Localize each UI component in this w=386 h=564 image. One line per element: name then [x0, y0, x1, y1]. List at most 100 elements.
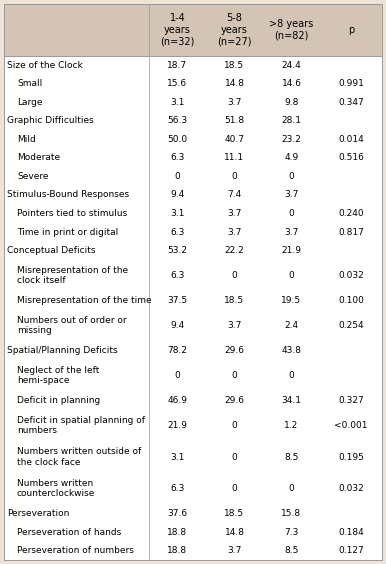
Text: Size of the Clock: Size of the Clock	[7, 61, 83, 70]
Text: Perseveration of hands: Perseveration of hands	[17, 528, 121, 537]
Bar	[4, 410, 382, 442]
Text: 14.8: 14.8	[225, 80, 244, 89]
Text: 0: 0	[289, 484, 295, 493]
Bar	[4, 523, 382, 541]
Text: 0: 0	[232, 271, 237, 280]
Text: 15.6: 15.6	[168, 80, 188, 89]
Text: 46.9: 46.9	[168, 396, 188, 405]
Text: Misrepresentation of the
clock itself: Misrepresentation of the clock itself	[17, 266, 128, 285]
Text: 0.254: 0.254	[338, 321, 364, 330]
Bar	[4, 167, 382, 186]
Text: 37.6: 37.6	[168, 509, 188, 518]
Text: 14.6: 14.6	[281, 80, 301, 89]
Text: 9.4: 9.4	[170, 321, 185, 330]
Text: 0: 0	[232, 453, 237, 462]
Text: Pointers tied to stimulus: Pointers tied to stimulus	[17, 209, 127, 218]
Text: Deficit in spatial planning of
numbers: Deficit in spatial planning of numbers	[17, 416, 145, 435]
Text: 3.7: 3.7	[284, 191, 299, 200]
Bar	[4, 186, 382, 204]
Text: 0.100: 0.100	[338, 296, 364, 305]
Text: 14.8: 14.8	[225, 528, 244, 537]
Text: 29.6: 29.6	[225, 396, 244, 405]
Text: 2.4: 2.4	[284, 321, 298, 330]
Text: 19.5: 19.5	[281, 296, 301, 305]
Text: 0.184: 0.184	[338, 528, 364, 537]
Text: 3.7: 3.7	[284, 227, 299, 236]
Bar	[4, 360, 382, 391]
Text: 0: 0	[232, 484, 237, 493]
Text: Perseveration of numbers: Perseveration of numbers	[17, 547, 134, 555]
Text: Conceptual Deficits: Conceptual Deficits	[7, 246, 95, 255]
Text: 6.3: 6.3	[170, 484, 185, 493]
Bar	[4, 204, 382, 223]
Text: 0.327: 0.327	[338, 396, 364, 405]
Bar	[4, 4, 382, 56]
Text: 3.7: 3.7	[227, 321, 242, 330]
Text: 18.5: 18.5	[224, 509, 245, 518]
Bar	[4, 223, 382, 241]
Text: 40.7: 40.7	[225, 135, 244, 144]
Text: 21.9: 21.9	[168, 421, 188, 430]
Text: 0: 0	[232, 172, 237, 181]
Text: 28.1: 28.1	[281, 116, 301, 125]
Text: 6.3: 6.3	[170, 271, 185, 280]
Text: 29.6: 29.6	[225, 346, 244, 355]
Text: >8 years
(n=82): >8 years (n=82)	[269, 19, 313, 41]
Bar	[4, 504, 382, 523]
Text: Misrepresentation of the time: Misrepresentation of the time	[17, 296, 152, 305]
Text: 18.8: 18.8	[168, 528, 188, 537]
Bar	[4, 442, 382, 473]
Text: Numbers out of order or
missing: Numbers out of order or missing	[17, 316, 127, 336]
Bar	[4, 74, 382, 93]
Text: 43.8: 43.8	[281, 346, 301, 355]
Text: Time in print or digital: Time in print or digital	[17, 227, 118, 236]
Text: 0.817: 0.817	[338, 227, 364, 236]
Text: Stimulus-Bound Responses: Stimulus-Bound Responses	[7, 191, 129, 200]
Text: 3.1: 3.1	[170, 453, 185, 462]
Text: Mild: Mild	[17, 135, 36, 144]
Text: 3.7: 3.7	[227, 98, 242, 107]
Text: 0: 0	[232, 421, 237, 430]
Text: Numbers written outside of
the clock face: Numbers written outside of the clock fac…	[17, 447, 141, 467]
Text: 0.991: 0.991	[338, 80, 364, 89]
Text: Moderate: Moderate	[17, 153, 60, 162]
Text: 1-4
years
(n=32): 1-4 years (n=32)	[160, 13, 195, 47]
Text: 34.1: 34.1	[281, 396, 301, 405]
Bar	[4, 93, 382, 112]
Text: 0.032: 0.032	[338, 271, 364, 280]
Text: 18.5: 18.5	[224, 296, 245, 305]
Bar	[4, 112, 382, 130]
Text: 78.2: 78.2	[168, 346, 188, 355]
Text: Spatial/Planning Deficits: Spatial/Planning Deficits	[7, 346, 118, 355]
Text: Deficit in planning: Deficit in planning	[17, 396, 100, 405]
Text: 18.5: 18.5	[224, 61, 245, 70]
Bar	[4, 130, 382, 149]
Text: 0.014: 0.014	[338, 135, 364, 144]
Text: <0.001: <0.001	[334, 421, 368, 430]
Text: 5-8
years
(n=27): 5-8 years (n=27)	[217, 13, 252, 47]
Text: 51.8: 51.8	[224, 116, 245, 125]
Text: 0: 0	[289, 371, 295, 380]
Text: 50.0: 50.0	[168, 135, 188, 144]
Text: 24.4: 24.4	[282, 61, 301, 70]
Text: Severe: Severe	[17, 172, 49, 181]
Text: 56.3: 56.3	[168, 116, 188, 125]
Text: 0.240: 0.240	[338, 209, 364, 218]
Bar	[4, 310, 382, 341]
Text: 0.195: 0.195	[338, 453, 364, 462]
Text: 18.8: 18.8	[168, 547, 188, 555]
Text: 7.4: 7.4	[227, 191, 242, 200]
Text: Graphic Difficulties: Graphic Difficulties	[7, 116, 94, 125]
Bar	[4, 473, 382, 504]
Text: Neglect of the left
hemi-space: Neglect of the left hemi-space	[17, 366, 99, 385]
Text: 7.3: 7.3	[284, 528, 299, 537]
Text: 0: 0	[289, 209, 295, 218]
Text: 3.1: 3.1	[170, 98, 185, 107]
Text: 6.3: 6.3	[170, 153, 185, 162]
Text: 11.1: 11.1	[224, 153, 245, 162]
Text: 0.516: 0.516	[338, 153, 364, 162]
Text: 0.127: 0.127	[338, 547, 364, 555]
Text: 3.1: 3.1	[170, 209, 185, 218]
Text: 0: 0	[232, 371, 237, 380]
Text: 0: 0	[289, 172, 295, 181]
